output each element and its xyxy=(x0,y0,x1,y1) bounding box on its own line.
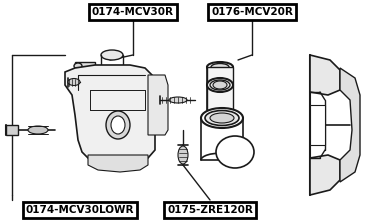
Ellipse shape xyxy=(201,108,243,128)
Text: 0174-MCV30R: 0174-MCV30R xyxy=(92,7,174,17)
Ellipse shape xyxy=(205,111,239,126)
Ellipse shape xyxy=(210,113,234,123)
Ellipse shape xyxy=(101,73,123,83)
Ellipse shape xyxy=(74,63,82,69)
Ellipse shape xyxy=(213,81,227,89)
Polygon shape xyxy=(148,75,168,135)
Polygon shape xyxy=(6,125,18,135)
Ellipse shape xyxy=(106,111,130,139)
Bar xyxy=(207,67,233,110)
Ellipse shape xyxy=(101,50,123,60)
Ellipse shape xyxy=(216,136,254,168)
Polygon shape xyxy=(75,62,95,70)
Polygon shape xyxy=(310,55,340,95)
Polygon shape xyxy=(340,68,360,182)
Text: 0174-MCV30LOWR: 0174-MCV30LOWR xyxy=(26,205,134,215)
Ellipse shape xyxy=(178,146,188,164)
Bar xyxy=(310,105,325,145)
Ellipse shape xyxy=(169,97,187,103)
Ellipse shape xyxy=(28,126,48,134)
Ellipse shape xyxy=(210,80,230,90)
Ellipse shape xyxy=(211,64,229,70)
Ellipse shape xyxy=(111,116,125,134)
Polygon shape xyxy=(65,65,155,165)
Polygon shape xyxy=(88,155,148,172)
Ellipse shape xyxy=(207,78,233,92)
Ellipse shape xyxy=(207,62,233,72)
Text: 0175-ZRE120R: 0175-ZRE120R xyxy=(167,205,253,215)
Text: 0176-MCV20R: 0176-MCV20R xyxy=(211,7,293,17)
Polygon shape xyxy=(310,155,340,195)
Ellipse shape xyxy=(68,78,80,85)
